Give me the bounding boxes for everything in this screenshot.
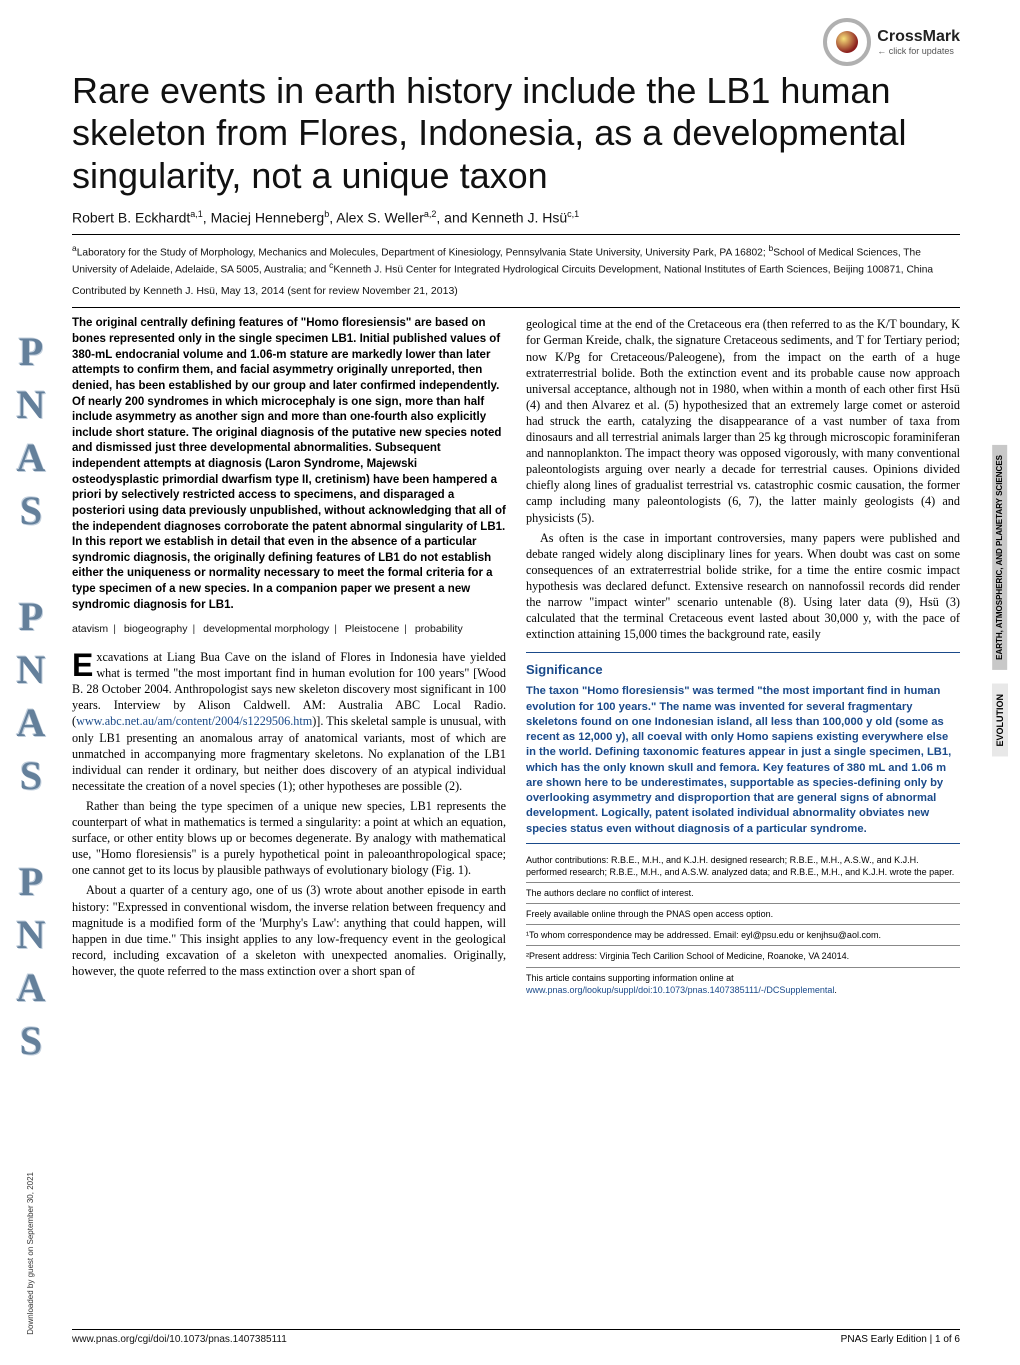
- abc-link[interactable]: www.abc.net.au/am/content/2004/s1229506.…: [76, 714, 312, 728]
- crossmark-icon: [823, 18, 871, 66]
- category-tabs: EARTH, ATMOSPHERIC, AND PLANETARY SCIENC…: [992, 445, 1008, 770]
- kw-3: Pleistocene: [345, 623, 399, 635]
- tab-earth-sciences: EARTH, ATMOSPHERIC, AND PLANETARY SCIENC…: [992, 445, 1007, 670]
- keywords: atavism| biogeography| developmental mor…: [72, 623, 506, 637]
- rule-1: [72, 234, 960, 235]
- left-p1: Excavations at Liang Bua Cave on the isl…: [72, 649, 506, 794]
- significance-box: Significance The taxon "Homo floresiensi…: [526, 652, 960, 844]
- crossmark-sub: ← click for updates: [877, 46, 960, 56]
- author-line: Robert B. Eckhardta,1, Maciej Hennebergb…: [72, 209, 960, 226]
- page-footer: www.pnas.org/cgi/doi/10.1073/pnas.140738…: [72, 1329, 960, 1345]
- pnas-sidebar-logo: PNAS PNAS PNAS: [6, 120, 56, 1280]
- meta-correspondence: ¹To whom correspondence may be addressed…: [526, 929, 960, 941]
- article-meta: Author contributions: R.B.E., M.H., and …: [526, 854, 960, 996]
- tab-evolution: EVOLUTION: [992, 684, 1008, 757]
- abstract-text: The original centrally defining features…: [72, 316, 506, 613]
- meta-contrib: Author contributions: R.B.E., M.H., and …: [526, 854, 960, 878]
- two-column-body: The original centrally defining features…: [72, 316, 960, 996]
- download-note: Downloaded by guest on September 30, 202…: [26, 1172, 35, 1335]
- right-p1: geological time at the end of the Cretac…: [526, 316, 960, 525]
- significance-heading: Significance: [526, 661, 960, 678]
- meta-open-access: Freely available online through the PNAS…: [526, 908, 960, 920]
- supplemental-link[interactable]: www.pnas.org/lookup/suppl/doi:10.1073/pn…: [526, 985, 834, 995]
- significance-body: The taxon "Homo floresiensis" was termed…: [526, 684, 960, 836]
- left-p2: Rather than being the type specimen of a…: [72, 798, 506, 878]
- article-title: Rare events in earth history include the…: [72, 70, 960, 197]
- meta-present-address: ²Present address: Virginia Tech Carilion…: [526, 950, 960, 962]
- right-p2: As often is the case in important contro…: [526, 530, 960, 643]
- crossmark-badge[interactable]: CrossMark ← click for updates: [823, 18, 960, 66]
- left-column: The original centrally defining features…: [72, 316, 506, 996]
- contributed-line: Contributed by Kenneth J. Hsü, May 13, 2…: [72, 285, 960, 297]
- footer-doi[interactable]: www.pnas.org/cgi/doi/10.1073/pnas.140738…: [72, 1334, 287, 1345]
- kw-4: probability: [415, 623, 463, 635]
- footer-page: PNAS Early Edition | 1 of 6: [841, 1334, 960, 1345]
- rule-2: [72, 307, 960, 308]
- article-content: Rare events in earth history include the…: [72, 70, 960, 996]
- dropcap: E: [72, 649, 96, 679]
- meta-supplemental: This article contains supporting informa…: [526, 972, 960, 996]
- pnas-letters: PNAS PNAS PNAS: [8, 329, 55, 1071]
- affiliations: aLaboratory for the Study of Morphology,…: [72, 243, 960, 277]
- crossmark-label: CrossMark: [877, 28, 960, 46]
- kw-2: developmental morphology: [203, 623, 329, 635]
- kw-0: atavism: [72, 623, 108, 635]
- left-p3: About a quarter of a century ago, one of…: [72, 882, 506, 979]
- meta-conflict: The authors declare no conflict of inter…: [526, 887, 960, 899]
- right-column: geological time at the end of the Cretac…: [526, 316, 960, 996]
- kw-1: biogeography: [124, 623, 188, 635]
